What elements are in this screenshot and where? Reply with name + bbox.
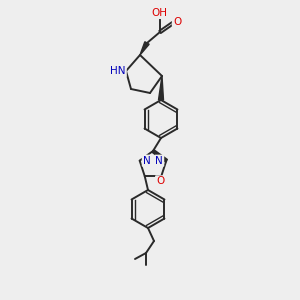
Text: HN: HN	[110, 66, 126, 76]
Text: N: N	[155, 156, 163, 166]
Polygon shape	[158, 76, 164, 100]
Text: O: O	[156, 176, 164, 186]
Text: OH: OH	[151, 8, 167, 18]
Text: O: O	[173, 17, 181, 27]
Text: N: N	[143, 156, 151, 166]
Polygon shape	[140, 42, 149, 55]
